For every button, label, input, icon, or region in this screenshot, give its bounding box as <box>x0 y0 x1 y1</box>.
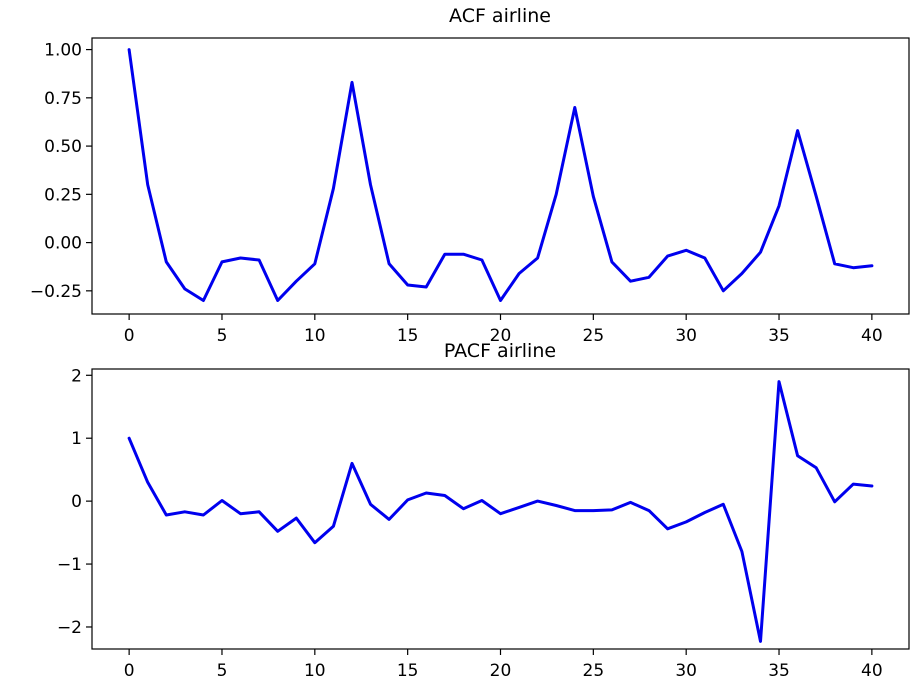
pacf-y-tick-label: −2 <box>57 618 82 638</box>
pacf-y-tick-label: 1 <box>71 429 82 449</box>
acf-x-tick-label: 40 <box>861 326 883 346</box>
pacf-x-tick-label: 25 <box>583 661 605 681</box>
acf-x-tick-label: 25 <box>583 326 605 346</box>
pacf-y-ticks: −2 −1 0 1 2 <box>57 366 92 638</box>
acf-y-tick-label: −0.25 <box>30 282 82 302</box>
acf-x-ticks: 0 5 10 15 20 25 30 35 40 <box>124 314 883 346</box>
pacf-y-tick-label: 0 <box>71 492 82 512</box>
acf-x-tick-label: 0 <box>124 326 135 346</box>
pacf-y-tick-label: −1 <box>57 555 82 575</box>
acf-y-tick-label: 0.50 <box>44 137 82 157</box>
acf-y-tick-label: 0.00 <box>44 234 82 254</box>
pacf-chart-title: PACF airline <box>444 340 556 362</box>
acf-x-tick-label: 35 <box>768 326 790 346</box>
acf-chart: ACF airline 0 5 10 15 20 25 30 35 40 −0.25 0.00 0.… <box>30 5 910 346</box>
pacf-x-tick-label: 5 <box>217 661 228 681</box>
acf-x-tick-label: 10 <box>304 326 326 346</box>
pacf-x-tick-label: 15 <box>397 661 419 681</box>
pacf-y-tick-label: 2 <box>71 366 82 386</box>
acf-chart-title: ACF airline <box>449 5 551 27</box>
acf-y-tick-label: 0.75 <box>44 89 82 109</box>
pacf-x-ticks: 0 5 10 15 20 25 30 35 40 <box>124 649 883 681</box>
pacf-x-tick-label: 20 <box>490 661 512 681</box>
pacf-x-tick-label: 40 <box>861 661 883 681</box>
pacf-series-line <box>127 380 874 643</box>
acf-y-tick-label: 0.25 <box>44 185 82 205</box>
pacf-x-tick-label: 0 <box>124 661 135 681</box>
pacf-chart: PACF airline 0 5 10 15 20 25 30 35 40 −2 −1 0 1 2 <box>57 340 910 681</box>
acf-y-ticks: −0.25 0.00 0.25 0.50 0.75 1.00 <box>30 41 92 302</box>
acf-x-tick-label: 30 <box>675 326 697 346</box>
acf-series-line <box>127 48 874 302</box>
acf-y-tick-label: 1.00 <box>44 41 82 61</box>
acf-x-tick-label: 5 <box>217 326 228 346</box>
pacf-x-tick-label: 35 <box>768 661 790 681</box>
pacf-x-tick-label: 30 <box>675 661 697 681</box>
pacf-x-tick-label: 10 <box>304 661 326 681</box>
acf-x-tick-label: 15 <box>397 326 419 346</box>
acf-x-tick-label: 20 <box>490 326 512 346</box>
